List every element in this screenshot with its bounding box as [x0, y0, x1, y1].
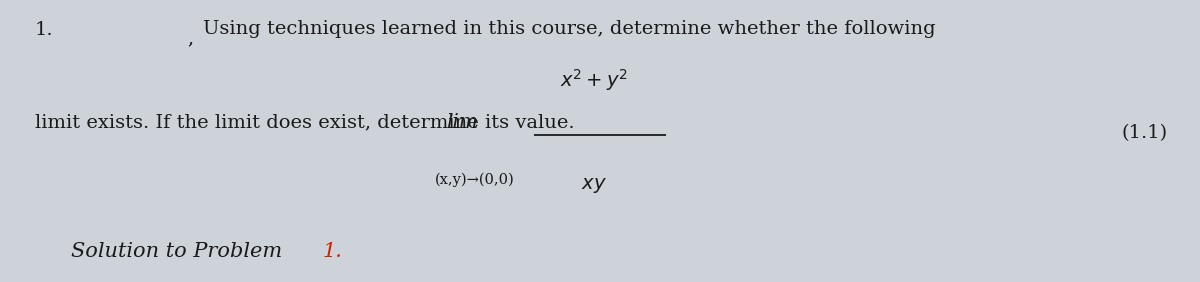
Text: 1.: 1. [323, 241, 342, 261]
Text: $xy$: $xy$ [581, 176, 607, 195]
Text: Solution to Problem: Solution to Problem [71, 241, 288, 261]
Text: lim: lim [446, 113, 479, 132]
Text: Using techniques learned in this course, determine whether the following: Using techniques learned in this course,… [203, 19, 935, 38]
Text: $x^2 + y^2$: $x^2 + y^2$ [560, 67, 628, 92]
Text: ,: , [187, 29, 193, 47]
Text: limit exists. If the limit does exist, determine its value.: limit exists. If the limit does exist, d… [35, 113, 575, 131]
Text: 1.: 1. [35, 21, 54, 39]
Text: (x,y)→(0,0): (x,y)→(0,0) [434, 173, 514, 187]
Text: (1.1): (1.1) [1122, 124, 1168, 142]
